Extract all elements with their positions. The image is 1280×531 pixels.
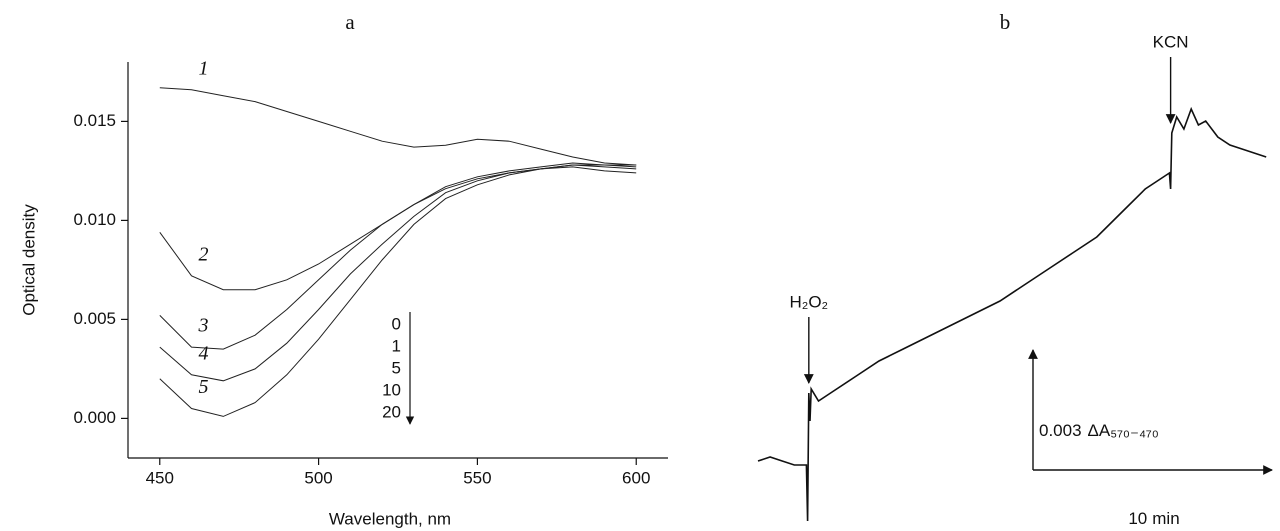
time-label: 1: [392, 336, 401, 355]
y-axis-label: Optical density: [19, 204, 38, 316]
spectrum-line: [159, 164, 637, 291]
x-scale-value: 10: [1128, 509, 1147, 528]
x-tick-label: 600: [622, 468, 650, 487]
series-label: 1: [199, 57, 209, 79]
panel-title: a: [345, 10, 355, 34]
kinetic-trace: [757, 106, 1267, 522]
annotation-label: H₂O₂: [789, 292, 828, 311]
y-tick-label: 0.005: [73, 309, 116, 328]
spectrum-line: [159, 87, 637, 166]
x-scale-label: 10 min: [1128, 509, 1179, 528]
x-tick-label: 500: [304, 468, 332, 487]
time-label: 10: [382, 380, 401, 399]
y-tick-label: 0.000: [73, 408, 116, 427]
time-label: 5: [392, 358, 401, 377]
y-scale-value: 0.003: [1039, 421, 1082, 440]
y-scale-label: 0.003 ΔA₅₇₀₋₄₇₀: [1039, 421, 1159, 440]
series-label: 5: [199, 376, 209, 398]
panel-title: b: [1000, 10, 1011, 34]
spectrum-line: [159, 166, 637, 417]
x-tick-label: 450: [146, 468, 174, 487]
y-tick-label: 0.015: [73, 111, 116, 130]
time-label: 0: [392, 314, 401, 333]
series-label: 3: [198, 315, 209, 337]
y-tick-label: 0.010: [73, 210, 116, 229]
spectrum-line: [159, 162, 637, 350]
spectrum-line: [159, 164, 637, 382]
x-scale-unit: min: [1152, 509, 1179, 528]
series-label: 4: [199, 342, 209, 364]
x-axis-label: Wavelength, nm: [329, 509, 451, 528]
x-tick-label: 550: [463, 468, 491, 487]
time-label: 20: [382, 402, 401, 421]
y-scale-unit: ΔA₅₇₀₋₄₇₀: [1088, 421, 1159, 440]
series-label: 2: [199, 243, 209, 265]
annotation-label: KCN: [1153, 32, 1189, 51]
